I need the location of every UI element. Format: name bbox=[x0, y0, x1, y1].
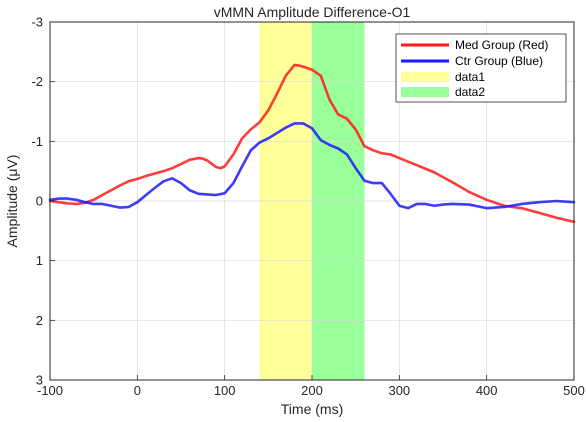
x-tick-label: 200 bbox=[301, 383, 323, 398]
x-tick-label: 100 bbox=[214, 383, 236, 398]
legend-label-ctr-group: Ctr Group (Blue) bbox=[455, 54, 543, 68]
y-tick-label: -3 bbox=[31, 15, 43, 30]
y-tick-label: 2 bbox=[36, 313, 43, 328]
legend: Med Group (Red) Ctr Group (Blue) data1 d… bbox=[395, 33, 567, 103]
x-tick-label: 500 bbox=[563, 383, 585, 398]
series-line-ctr-group bbox=[48, 122, 576, 210]
y-axis-label: Amplitude (μV) bbox=[4, 155, 20, 248]
y-tick-label: 3 bbox=[36, 373, 43, 388]
legend-label-data2: data2 bbox=[455, 85, 485, 99]
series-lines bbox=[48, 63, 576, 224]
x-axis-ticks: -100 0 100 200 300 400 500 bbox=[37, 375, 585, 398]
y-tick-label: 0 bbox=[36, 194, 43, 209]
y-tick-label: 1 bbox=[36, 253, 43, 268]
legend-swatch-data2 bbox=[401, 87, 449, 97]
series-line-med-group bbox=[48, 63, 576, 224]
x-tick-label: -100 bbox=[37, 383, 63, 398]
x-tick-label: 400 bbox=[476, 383, 498, 398]
x-tick-label: 0 bbox=[134, 383, 141, 398]
y-tick-label: -1 bbox=[31, 134, 43, 149]
legend-swatch-data1 bbox=[401, 72, 449, 82]
x-axis-label: Time (ms) bbox=[281, 401, 343, 417]
chart-title: vMMN Amplitude Difference-O1 bbox=[214, 4, 411, 20]
legend-label-med-group: Med Group (Red) bbox=[455, 38, 548, 52]
legend-label-data1: data1 bbox=[455, 70, 485, 84]
x-tick-label: 300 bbox=[388, 383, 410, 398]
y-axis-ticks: -3 -2 -1 0 1 2 3 bbox=[31, 15, 55, 388]
y-tick-label: -2 bbox=[31, 74, 43, 89]
